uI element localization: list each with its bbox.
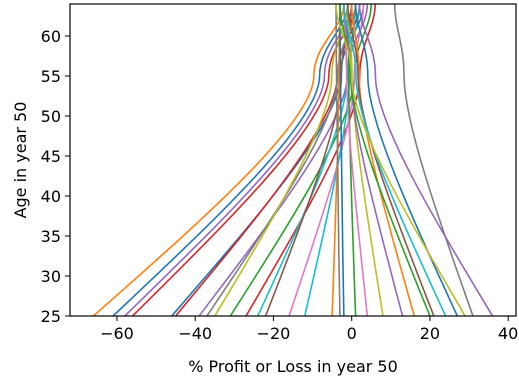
x-axis-label: % Profit or Loss in year 50 [188,357,398,376]
series-layer [92,4,494,316]
series-line-17 [335,4,341,316]
series-line-18 [339,4,345,316]
series-line-1 [92,4,345,316]
y-axis-ticks: 25 30 35 40 45 50 55 60 [41,27,70,326]
x-tick-label: −40 [178,324,212,343]
y-tick-label: 60 [41,27,61,46]
series-line-23 [350,4,416,316]
series-line-22 [343,4,404,316]
series-line-24 [339,4,431,316]
y-tick-label: 45 [41,147,61,166]
series-line-6 [175,4,361,316]
y-tick-label: 40 [41,187,61,206]
x-tick-label: −60 [100,324,134,343]
series-line-26 [343,4,447,316]
x-tick-label: 0 [347,324,357,343]
series-line-28 [335,4,466,316]
series-line-27 [354,4,459,316]
x-tick-label: 20 [420,324,440,343]
series-line-30 [358,4,494,316]
x-axis-ticks: −60 −40 −20 0 20 40 [100,316,518,343]
y-tick-label: 30 [41,267,61,286]
x-tick-label: 40 [498,324,518,343]
series-line-25 [346,4,435,316]
y-tick-label: 25 [41,307,61,326]
y-tick-label: 50 [41,107,61,126]
y-axis-label: Age in year 50 [11,102,30,219]
plot-frame [69,3,517,317]
series-line-9 [214,4,349,316]
y-tick-label: 55 [41,67,61,86]
series-line-29 [393,4,474,316]
y-tick-label: 35 [41,227,61,246]
x-tick-label: −20 [257,324,291,343]
series-line-4 [132,4,357,316]
